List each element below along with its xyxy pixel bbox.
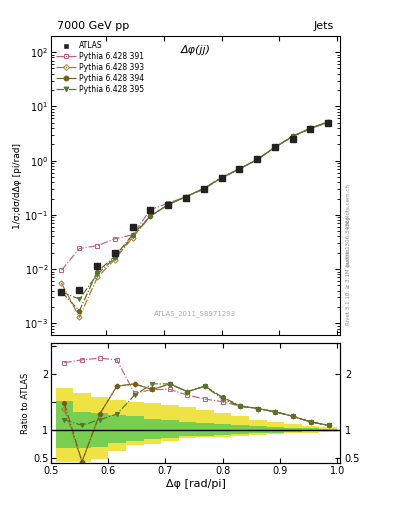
Text: mcplots.cern.ch: mcplots.cern.ch	[345, 183, 350, 227]
Text: Rivet 3.1.10, ≥ 3.1M events: Rivet 3.1.10, ≥ 3.1M events	[345, 248, 350, 325]
Text: ATLAS_2011_S8971293: ATLAS_2011_S8971293	[154, 311, 237, 317]
X-axis label: Δφ [rad/pi]: Δφ [rad/pi]	[165, 479, 226, 489]
Text: [arXiv:1306.3436]: [arXiv:1306.3436]	[345, 216, 350, 266]
Text: Δφ(jj): Δφ(jj)	[180, 45, 211, 55]
Text: 7000 GeV pp: 7000 GeV pp	[57, 20, 129, 31]
Legend: ATLAS, Pythia 6.428 391, Pythia 6.428 393, Pythia 6.428 394, Pythia 6.428 395: ATLAS, Pythia 6.428 391, Pythia 6.428 39…	[54, 39, 146, 96]
Text: Jets: Jets	[314, 20, 334, 31]
Y-axis label: Ratio to ATLAS: Ratio to ATLAS	[21, 373, 30, 434]
Y-axis label: 1/σ;dσ/dΔφ [pi/rad]: 1/σ;dσ/dΔφ [pi/rad]	[13, 143, 22, 228]
